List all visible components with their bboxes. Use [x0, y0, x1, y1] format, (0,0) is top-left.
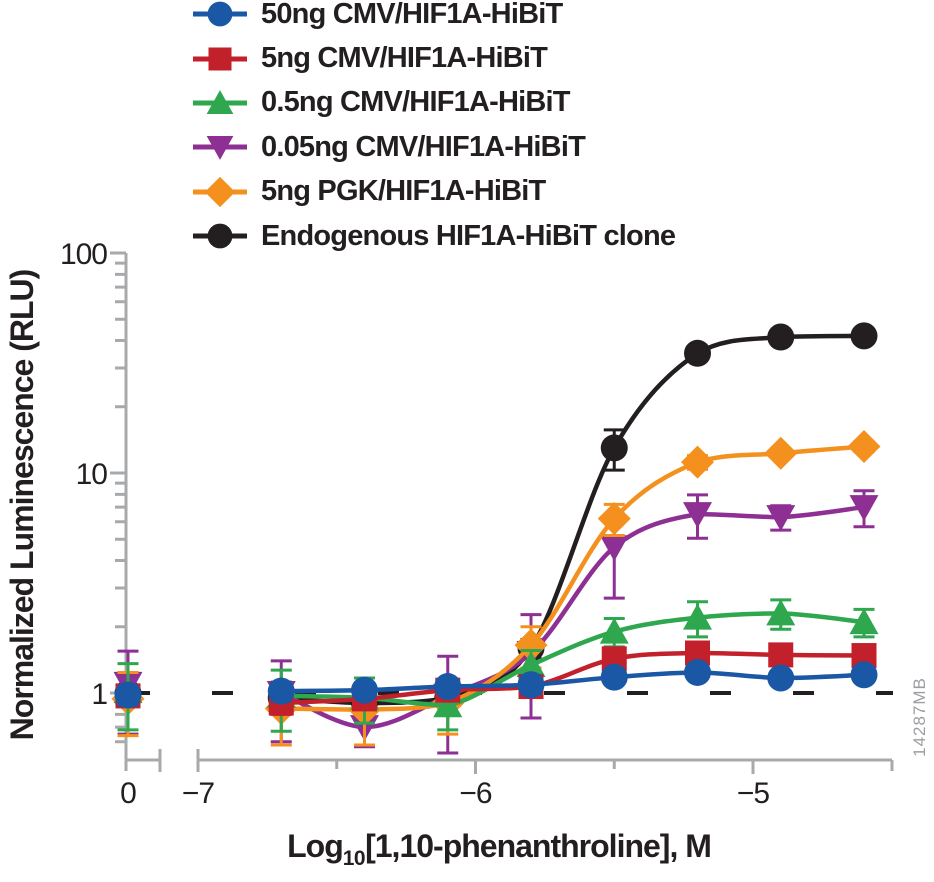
x-axis-title: Log10[1,10-phenanthroline], M: [287, 828, 712, 870]
square-marker: [208, 47, 232, 71]
diamond-marker: [204, 176, 236, 207]
circle-marker: [114, 681, 142, 709]
legend-item-1: 5ng CMV/HIF1A-HiBiT: [192, 36, 675, 80]
x-tick-label-0: 0: [120, 777, 137, 810]
y-tick-label-100: 100: [59, 238, 108, 271]
circle-marker: [434, 673, 462, 701]
legend-label: 5ng PGK/HIF1A-HiBiT: [261, 175, 546, 208]
series-markers: [114, 322, 878, 717]
diamond-marker: [681, 445, 714, 479]
triangle-down-marker: [206, 136, 234, 161]
triangle-up-marker: [849, 608, 879, 635]
legend-item-2: 0.5ng CMV/HIF1A-HiBiT: [192, 81, 675, 125]
legend: 50ng CMV/HIF1A-HiBiT 5ng CMV/HIF1A-HiBiT 0…: [192, 0, 676, 258]
triangle-up-marker: [766, 599, 796, 626]
triangle-up-marker: [599, 617, 629, 644]
circle-marker: [850, 322, 878, 350]
legend-label: 0.05ng CMV/HIF1A-HiBiT: [261, 130, 586, 163]
triangle-down-marker: [766, 505, 796, 532]
circle-marker: [684, 658, 711, 686]
circle-marker: [600, 434, 628, 462]
series-markers: [113, 599, 879, 718]
circle-marker: [207, 1, 233, 27]
legend-label: 0.5ng CMV/HIF1A-HiBiT: [261, 86, 570, 119]
y-tick-label-1: 1: [91, 678, 108, 711]
circle-marker: [600, 663, 628, 691]
triangle-up-marker: [516, 651, 546, 678]
circle-marker: [351, 676, 378, 704]
series-3: [113, 489, 879, 755]
legend-marker-square: [193, 47, 247, 71]
triangle-down-marker: [599, 535, 629, 562]
circle-marker: [267, 677, 295, 705]
x-tick-label-−5: −5: [736, 777, 770, 810]
legend-item-4: 5ng PGK/HIF1A-HiBiT: [192, 170, 675, 214]
series-curve: [281, 333, 865, 706]
legend-label: 5ng CMV/HIF1A-HiBiT: [261, 42, 548, 75]
x-tick-label-−7: −7: [181, 777, 215, 810]
x-axis-title-subscript: 10: [342, 847, 366, 870]
series-markers: [113, 495, 879, 742]
x-axis-title-suffix: [1,10-phenanthroline], M: [365, 828, 712, 864]
legend-label: Endogenous HIF1A-HiBiT clone: [261, 219, 676, 252]
diamond-marker: [764, 436, 798, 470]
legend-marker-diamond: [193, 176, 247, 207]
series-markers: [114, 658, 878, 709]
y-tick-label-10: 10: [75, 458, 108, 491]
triangle-up-marker: [206, 90, 234, 115]
series-4: [111, 429, 881, 747]
legend-marker-triangle-up: [193, 90, 247, 115]
y-axis-title: Normalized Luminescence (RLU): [4, 269, 40, 741]
legend-marker-triangle-down: [193, 136, 247, 161]
triangle-down-marker: [683, 502, 712, 529]
legend-marker-circle: [193, 223, 247, 249]
x-axis-title-prefix: Log: [287, 828, 344, 864]
diamond-marker: [514, 628, 548, 662]
triangle-up-marker: [683, 603, 712, 630]
series-0: [114, 658, 878, 709]
circle-marker: [517, 671, 545, 699]
legend-item-5: Endogenous HIF1A-HiBiT clone: [192, 214, 676, 258]
circle-marker: [207, 223, 233, 249]
circle-marker: [767, 664, 795, 692]
square-marker: [768, 642, 794, 668]
x-tick-label-−6: −6: [459, 777, 492, 810]
series-curve: [280, 504, 865, 730]
watermark: 14287MB: [910, 677, 929, 757]
legend-item-3: 0.05ng CMV/HIF1A-HiBiT: [192, 125, 675, 169]
legend-marker-circle: [193, 1, 247, 27]
circle-marker: [684, 339, 711, 367]
diamond-marker: [847, 429, 881, 463]
diamond-marker: [597, 502, 631, 536]
circle-marker: [767, 323, 795, 351]
series-5: [114, 322, 878, 717]
triangle-up-marker: [433, 691, 463, 718]
legend-label: 50ng CMV/HIF1A-HiBiT: [261, 0, 563, 30]
triangle-down-marker: [849, 495, 879, 522]
circle-marker: [850, 661, 878, 689]
legend-item-0: 50ng CMV/HIF1A-HiBiT: [192, 0, 675, 36]
series-2: [113, 598, 879, 733]
